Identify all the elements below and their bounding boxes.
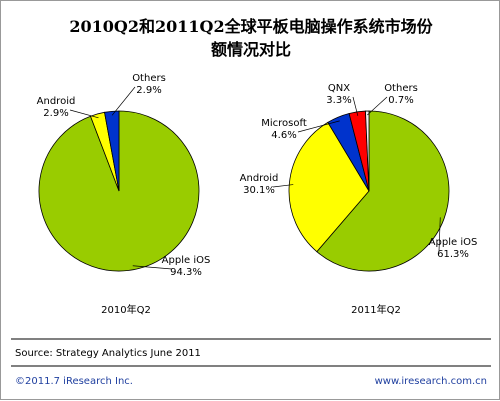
pie-slice: [316, 110, 450, 272]
pie-slice: [365, 110, 370, 192]
pie-slice: [288, 121, 370, 253]
pie-slice: [104, 110, 120, 192]
chart-title: 2010Q2和2011Q2全球平板电脑操作系统市场份额情况对比: [69, 17, 433, 59]
value-label: 2.9%: [43, 108, 68, 119]
slice-label: Others: [384, 83, 418, 94]
value-label: 2.9%: [136, 85, 161, 96]
leader-line: [272, 184, 294, 188]
slice-label: Microsoft: [261, 118, 307, 129]
slice-label: Android: [37, 96, 76, 107]
value-label: 30.1%: [243, 185, 275, 196]
leader-line: [132, 265, 173, 270]
pie-title: 2011年Q2: [351, 303, 401, 316]
leader-line: [367, 96, 388, 116]
slice-label: Apple iOS: [429, 237, 478, 248]
source: Source: Strategy Analytics June 2011: [15, 348, 201, 359]
value-label: 3.3%: [326, 95, 351, 106]
value-label: 61.3%: [437, 249, 469, 260]
slice-label: Apple iOS: [162, 255, 211, 266]
leader-line: [111, 86, 136, 116]
slice-label: QNX: [328, 83, 350, 94]
value-label: 94.3%: [170, 267, 202, 278]
pie-title: 2010年Q2: [101, 303, 151, 316]
value-label: 0.7%: [388, 95, 413, 106]
slice-label: Android: [240, 173, 279, 184]
leader-line: [297, 120, 340, 133]
value-label: 4.6%: [271, 130, 296, 141]
leader-line: [352, 96, 359, 116]
slice-label: Others: [132, 73, 166, 84]
leader-line: [438, 217, 441, 252]
leader-line: [69, 109, 99, 119]
footer-right: www.iresearch.com.cn: [375, 376, 487, 387]
footer-left: ©2011.7 iResearch Inc.: [15, 376, 133, 387]
